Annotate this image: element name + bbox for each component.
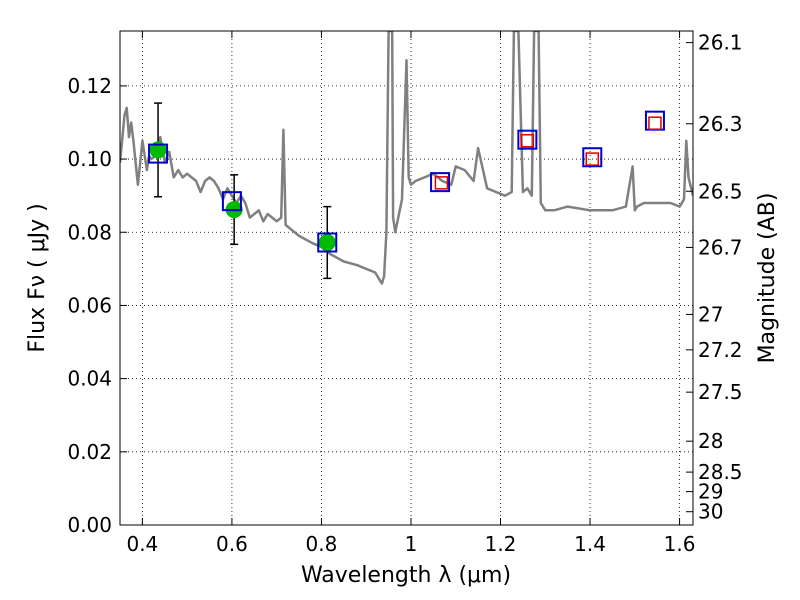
x-tick-label: 1.2 — [485, 532, 517, 556]
mag-tick-label: 26.5 — [698, 179, 743, 203]
x-tick-label: 0.4 — [126, 532, 158, 556]
y-axis-right-label: Magnitude (AB) — [755, 193, 780, 364]
x-tick-label: 0.6 — [216, 532, 248, 556]
mag-tick-label: 30 — [698, 500, 723, 524]
mag-tick-label: 26.3 — [698, 112, 743, 136]
mag-tick-label: 26.7 — [698, 235, 743, 259]
upper-limit-square — [585, 152, 600, 166]
model-photometry-square — [430, 172, 451, 193]
x-tick-label: 1.4 — [574, 532, 606, 556]
mag-tick-label: 28.5 — [698, 460, 743, 484]
x-tick-label: 1 — [405, 532, 418, 556]
y-tick-label: 0.08 — [67, 220, 112, 244]
mag-tick-label: 26.1 — [698, 31, 743, 55]
mag-tick-label: 29 — [698, 480, 723, 504]
upper-limit-square — [434, 176, 449, 190]
y-axis-label: Flux Fν ( μJy ) — [25, 203, 50, 352]
mag-tick-label: 27.2 — [698, 338, 743, 362]
x-tick-label: 0.8 — [306, 532, 338, 556]
model-photometry-square — [317, 232, 338, 253]
upper-limit-square — [648, 116, 662, 130]
series-layer — [120, 31, 693, 285]
marker-layer — [148, 102, 665, 280]
axis-layer: 0.4 0.6 0.8 1 1.2 1.4 1.6 0.00 0.02 0.04 0.06 0.08 0… — [67, 31, 742, 556]
mag-tick-label: 27.5 — [698, 380, 743, 404]
model-photometry-square — [517, 129, 538, 150]
x-tick-label: 1.6 — [664, 532, 696, 556]
model-photometry-square — [221, 191, 242, 212]
photometry-point — [318, 234, 336, 252]
spectrum-line — [120, 31, 693, 285]
upper-limit-square — [520, 134, 535, 148]
y-tick-label: 0.00 — [67, 513, 112, 537]
y-tick-label: 0.02 — [67, 440, 112, 464]
y-tick-label: 0.12 — [67, 74, 112, 98]
x-axis-label: Wavelength λ (μm) — [301, 563, 511, 588]
model-photometry-square — [148, 143, 169, 164]
mag-tick-label: 27 — [698, 302, 723, 326]
mag-tick-label: 28 — [698, 429, 723, 453]
y-tick-label: 0.04 — [67, 367, 112, 391]
y-tick-label: 0.06 — [67, 293, 112, 317]
y-tick-label: 0.10 — [67, 147, 112, 171]
model-photometry-square — [582, 147, 603, 168]
plot-frame — [119, 30, 694, 526]
